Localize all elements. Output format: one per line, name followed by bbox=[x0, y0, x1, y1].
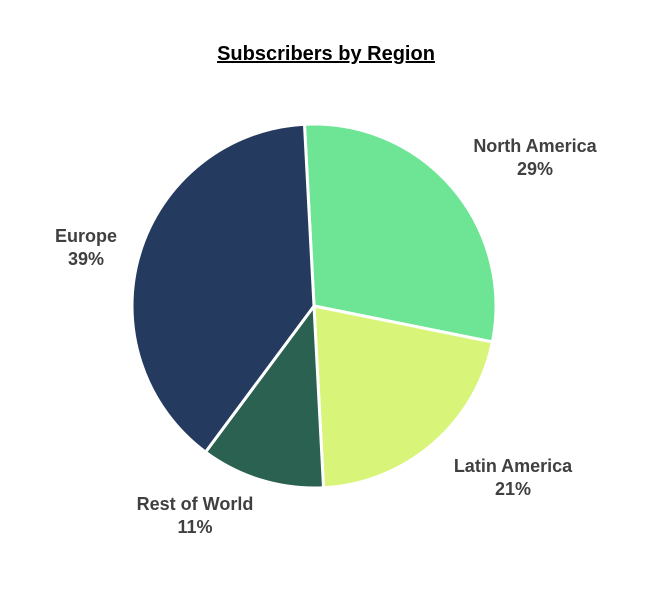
slice-label-name: North America bbox=[473, 136, 597, 156]
pie-slice-rest-of-world bbox=[203, 304, 326, 490]
slice-label-percent: 39% bbox=[68, 249, 104, 269]
slice-label-north-america: North America 29% bbox=[473, 136, 597, 179]
slice-label-name: Rest of World bbox=[137, 494, 254, 514]
slice-label-percent: 11% bbox=[177, 517, 212, 537]
slice-label-latin-america: Latin America 21% bbox=[454, 456, 573, 499]
slice-labels: North America 29% Latin America 21% Rest of … bbox=[55, 136, 598, 537]
slice-label-percent: 21% bbox=[495, 479, 531, 499]
pie-slices bbox=[130, 122, 498, 490]
slice-label-europe: Europe 39% bbox=[55, 226, 117, 269]
slice-label-name: Europe bbox=[55, 226, 117, 246]
slice-label-rest-of-world: Rest of World 11% bbox=[137, 494, 254, 537]
pie-slice-europe bbox=[130, 122, 316, 454]
slice-label-name: Latin America bbox=[454, 456, 573, 476]
slice-label-percent: 29% bbox=[517, 159, 553, 179]
pie-slice-latin-america bbox=[312, 304, 494, 490]
pie-slice-north-america bbox=[302, 122, 498, 344]
chart-title: Subscribers by Region bbox=[217, 43, 435, 65]
